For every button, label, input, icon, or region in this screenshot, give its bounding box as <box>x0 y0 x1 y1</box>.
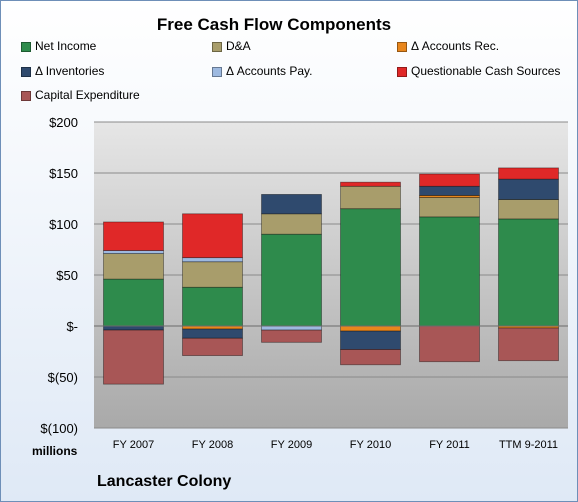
legend-item-net-income: Net Income <box>21 39 96 53</box>
y-tick-label: $(100) <box>40 421 78 436</box>
y-tick-label: $150 <box>49 166 78 181</box>
company-name: Lancaster Colony <box>97 473 232 490</box>
legend-swatch <box>21 90 31 101</box>
bar-segment <box>261 329 322 343</box>
legend-label: Capital Expenditure <box>35 88 140 102</box>
bar-segment <box>419 325 480 363</box>
bar-segment <box>340 349 401 366</box>
bar-segment <box>261 325 322 331</box>
bar-segment <box>340 325 401 332</box>
legend-swatch <box>397 41 407 52</box>
legend-label: Δ Inventories <box>35 64 105 78</box>
bar-segment <box>103 329 164 385</box>
bar-segment <box>498 199 559 220</box>
legend-item-accounts-rec: Δ Accounts Rec. <box>397 39 499 53</box>
bar-segment <box>419 173 480 187</box>
y-tick-label: $50 <box>56 268 78 283</box>
x-tick-label: TTM 9-2011 <box>499 439 558 451</box>
bar-segment <box>261 233 322 327</box>
x-tick-label: FY 2008 <box>192 439 233 451</box>
bar-segment <box>103 253 164 280</box>
legend-swatch <box>397 66 407 77</box>
units-label: millions <box>32 444 78 458</box>
bar-segment <box>419 216 480 327</box>
bar-segment <box>103 325 164 331</box>
legend-item-capital-expenditure: Capital Expenditure <box>21 88 140 102</box>
x-tick-label: FY 2009 <box>271 439 312 451</box>
bar-segment <box>182 337 243 356</box>
bar-segment <box>261 213 322 235</box>
bar-segment <box>182 261 243 288</box>
bar-segment <box>340 330 401 350</box>
bar-segment <box>182 257 243 263</box>
bar-segment <box>103 278 164 327</box>
legend-label: D&A <box>226 39 251 53</box>
legend-item-questionable-cash: Questionable Cash Sources <box>397 64 560 78</box>
bar-segment <box>182 328 243 339</box>
bar-segment <box>103 221 164 251</box>
bar-segment <box>340 185 401 210</box>
bar-segment <box>498 218 559 327</box>
bar-segment <box>419 185 480 196</box>
legend-swatch <box>212 41 222 52</box>
chart-title: Free Cash Flow Components <box>156 15 392 34</box>
legend-swatch <box>21 41 31 52</box>
legend-swatch <box>212 66 222 77</box>
y-tick-label: $(50) <box>48 370 78 385</box>
x-tick-label: FY 2010 <box>350 439 391 451</box>
bar-segment <box>498 327 559 362</box>
x-tick-label: FY 2011 <box>429 439 470 451</box>
x-tick-label: FY 2007 <box>113 439 154 451</box>
bar-segment <box>182 286 243 327</box>
legend-label: Δ Accounts Rec. <box>411 39 500 53</box>
bar-segment <box>182 213 243 259</box>
y-tick-label: $200 <box>49 115 78 130</box>
legend-item-da: D&A <box>212 39 251 53</box>
legend-label: Questionable Cash Sources <box>411 64 561 78</box>
legend-label: Net Income <box>35 39 97 53</box>
bar-segment <box>498 167 559 180</box>
legend-item-accounts-pay: Δ Accounts Pay. <box>212 64 313 78</box>
legend-label: Δ Accounts Pay. <box>226 64 313 78</box>
bar-segment <box>419 197 480 218</box>
bar-segment <box>103 250 164 254</box>
bar-segment <box>498 178 559 200</box>
legend-swatch <box>21 66 31 77</box>
bar-segment <box>340 181 401 187</box>
y-tick-label: $100 <box>49 217 78 232</box>
bar-segment <box>340 208 401 327</box>
y-tick-label: $- <box>66 319 78 334</box>
legend-item-inventories: Δ Inventories <box>21 64 104 78</box>
bar-segment <box>261 194 322 215</box>
